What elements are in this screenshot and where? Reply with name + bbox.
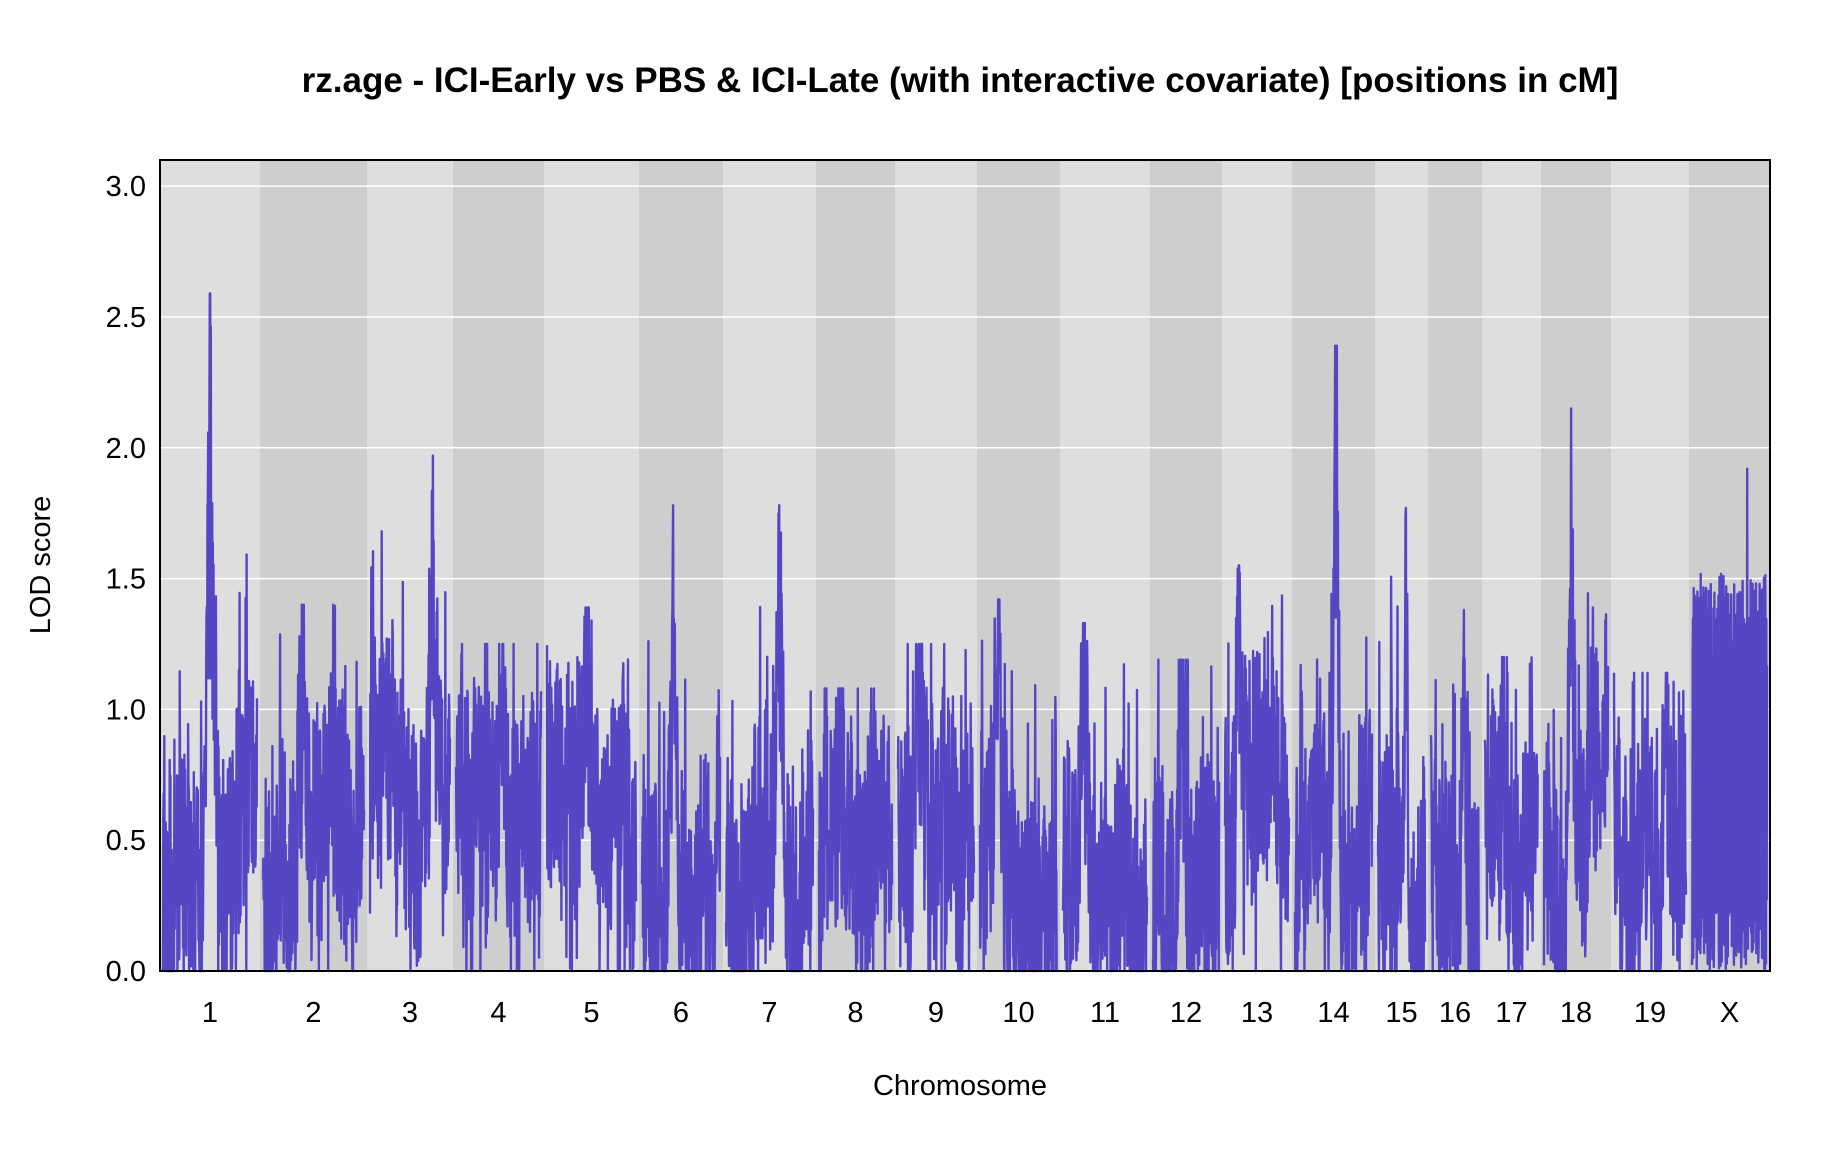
lod-line-chr-15 <box>1376 506 1427 973</box>
x-tick-label-chr-10: 10 <box>1002 997 1034 1029</box>
x-tick-label-chr-X: X <box>1720 997 1739 1029</box>
lod-line-chr-5 <box>545 606 638 973</box>
lod-line-chr-19 <box>1612 671 1688 973</box>
x-axis-ticks: 1 2 3 4 5 6 7 8 9 10 11 12 13 14 15 16 17 18 19 X <box>202 997 1739 1029</box>
x-axis-label: Chromosome <box>873 1070 1047 1102</box>
y-tick-label: 3.0 <box>106 171 146 203</box>
lod-line-chr-17 <box>1483 655 1539 973</box>
x-tick-label-chr-15: 15 <box>1385 997 1417 1029</box>
x-tick-label-chr-11: 11 <box>1090 997 1120 1029</box>
x-tick-label-chr-6: 6 <box>673 997 689 1029</box>
lod-line-chr-13 <box>1223 564 1291 973</box>
lod-line-chr-16 <box>1429 608 1480 973</box>
y-tick-label: 0.5 <box>106 825 146 857</box>
lod-line-chr-X <box>1690 467 1769 972</box>
lod-line-chr-18 <box>1542 407 1610 973</box>
x-tick-label-chr-13: 13 <box>1241 997 1273 1029</box>
y-tick-label: 1.0 <box>106 694 146 726</box>
chart-title: rz.age - ICI-Early vs PBS & ICI-Late (wi… <box>302 61 1619 100</box>
y-tick-label: 1.5 <box>106 564 146 596</box>
y-tick-label: 0.0 <box>106 956 146 988</box>
x-tick-label-chr-2: 2 <box>305 997 321 1029</box>
lod-line-chr-7 <box>724 504 815 973</box>
x-tick-label-chr-9: 9 <box>928 997 944 1029</box>
lod-line-chr-12 <box>1151 658 1221 973</box>
y-axis-label: LOD score <box>25 496 57 635</box>
x-tick-label-chr-18: 18 <box>1560 997 1592 1029</box>
lod-line-chr-8 <box>817 687 894 973</box>
y-tick-label: 2.0 <box>106 433 146 465</box>
x-tick-label-chr-8: 8 <box>847 997 863 1029</box>
lod-line-chr-14 <box>1293 344 1374 973</box>
x-tick-label-chr-19: 19 <box>1634 997 1666 1029</box>
lod-line-chr-10 <box>978 598 1058 973</box>
lod-line-chr-6 <box>640 504 722 973</box>
lod-line-chr-1 <box>161 292 259 973</box>
lod-series <box>161 292 1769 973</box>
lod-line-chr-4 <box>454 642 543 973</box>
x-tick-label-chr-4: 4 <box>490 997 506 1029</box>
x-tick-label-chr-3: 3 <box>402 997 418 1029</box>
y-axis-ticks: 0.0 0.5 1.0 1.5 2.0 2.5 3.0 <box>106 171 146 988</box>
lod-line-chr-11 <box>1061 621 1149 973</box>
x-tick-label-chr-14: 14 <box>1317 997 1349 1029</box>
x-tick-label-chr-5: 5 <box>583 997 599 1029</box>
x-tick-label-chr-12: 12 <box>1170 997 1202 1029</box>
x-tick-label-chr-16: 16 <box>1439 997 1471 1029</box>
plot-frame <box>159 159 1771 972</box>
x-tick-label-chr-17: 17 <box>1495 997 1527 1029</box>
lod-line-chr-9 <box>896 642 976 973</box>
lod-line-chr-2 <box>261 603 366 973</box>
y-tick-label: 2.5 <box>106 302 146 334</box>
x-tick-label-chr-1: 1 <box>202 997 218 1029</box>
x-tick-label-chr-7: 7 <box>761 997 777 1029</box>
lod-line-chr-3 <box>368 454 452 973</box>
